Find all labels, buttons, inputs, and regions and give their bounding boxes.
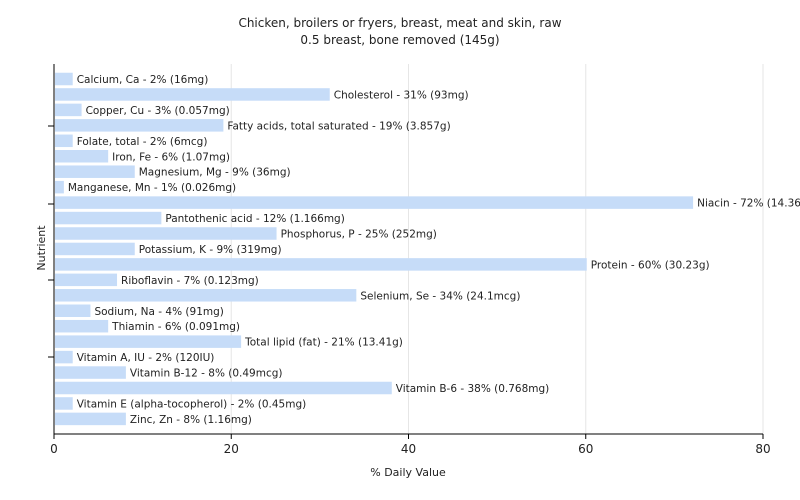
- bar-11: [55, 242, 135, 256]
- chart-title: Chicken, broilers or fryers, breast, mea…: [238, 16, 561, 30]
- bar-label-11: Potassium, K - 9% (319mg): [139, 244, 282, 256]
- bar-label-2: Copper, Cu - 3% (0.057mg): [86, 105, 230, 117]
- bar-label-21: Vitamin E (alpha-tocopherol) - 2% (0.45m…: [77, 398, 307, 410]
- bar-label-4: Folate, total - 2% (6mcg): [77, 136, 208, 148]
- bar-2: [55, 103, 82, 117]
- bar-5: [55, 150, 109, 163]
- bar-label-19: Vitamin B-12 - 8% (0.49mcg): [130, 368, 283, 380]
- bar-19: [55, 366, 126, 379]
- x-tick-label-1: 20: [224, 442, 239, 456]
- bar-label-3: Fatty acids, total saturated - 19% (3.85…: [227, 120, 450, 132]
- bar-18: [55, 350, 73, 364]
- bar-label-22: Zinc, Zn - 8% (1.16mg): [130, 414, 252, 426]
- bar-label-18: Vitamin A, IU - 2% (120IU): [77, 352, 215, 364]
- bar-17: [55, 335, 242, 348]
- bar-14: [55, 289, 357, 302]
- bar-label-0: Calcium, Ca - 2% (16mg): [77, 74, 209, 86]
- bar-label-12: Protein - 60% (30.23g): [591, 259, 710, 271]
- chart-subtitle: 0.5 breast, bone removed (145g): [300, 33, 499, 47]
- grid-lines: [230, 64, 764, 434]
- bar-0: [55, 72, 73, 86]
- bar-21: [55, 397, 73, 410]
- bar-22: [55, 412, 126, 426]
- bar-1: [55, 88, 330, 101]
- bar-label-14: Selenium, Se - 34% (24.1mcg): [360, 290, 520, 302]
- bar-13: [55, 273, 118, 287]
- bar-7: [55, 180, 64, 194]
- y-axis-title: Nutrient: [35, 225, 48, 271]
- bar-20: [55, 381, 392, 395]
- bar-label-13: Riboflavin - 7% (0.123mg): [121, 275, 259, 287]
- bar-label-10: Phosphorus, P - 25% (252mg): [281, 229, 437, 241]
- axes-group: 0 20 40 60 80: [48, 64, 771, 456]
- x-axis-title: % Daily Value: [370, 466, 446, 479]
- bar-15: [55, 304, 91, 317]
- bar-4: [55, 134, 73, 148]
- bar-12: [55, 258, 587, 271]
- bar-8: [55, 196, 694, 209]
- bar-16: [55, 319, 109, 333]
- bar-label-20: Vitamin B-6 - 38% (0.768mg): [396, 383, 550, 395]
- bar-label-5: Iron, Fe - 6% (1.07mg): [112, 151, 230, 163]
- bar-10: [55, 227, 277, 240]
- x-tick-label-3: 60: [578, 442, 593, 456]
- bar-label-7: Manganese, Mn - 1% (0.026mg): [68, 182, 236, 194]
- bars-group: Calcium, Ca - 2% (16mg) Cholesterol - 31%…: [55, 72, 800, 426]
- bar-label-16: Thiamin - 6% (0.091mg): [111, 321, 240, 333]
- bar-label-9: Pantothenic acid - 12% (1.166mg): [165, 213, 344, 225]
- bar-3: [55, 119, 224, 132]
- bar-6: [55, 165, 135, 178]
- x-tick-label-2: 40: [401, 442, 416, 456]
- bar-label-6: Magnesium, Mg - 9% (36mg): [139, 167, 291, 179]
- bar-label-1: Cholesterol - 31% (93mg): [334, 89, 469, 101]
- x-tick-label-0: 0: [50, 442, 58, 456]
- x-tick-label-4: 80: [755, 442, 770, 456]
- bar-9: [55, 211, 162, 225]
- bar-label-8: Niacin - 72% (14.367mg): [697, 198, 800, 210]
- bar-label-17: Total lipid (fat) - 21% (13.41g): [244, 337, 403, 349]
- bar-label-15: Sodium, Na - 4% (91mg): [94, 306, 223, 318]
